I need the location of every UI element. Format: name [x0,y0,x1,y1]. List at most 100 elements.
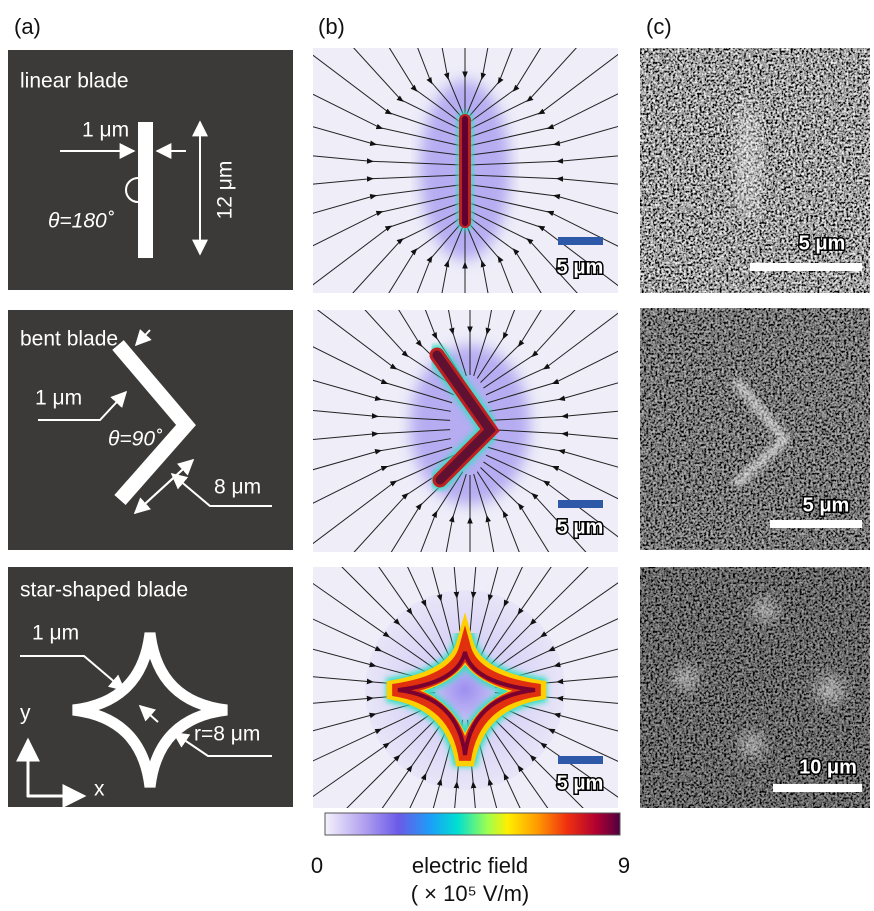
field-line [313,174,460,185]
field-line [483,310,576,389]
angle-arc [125,177,139,203]
scale-bar-label: 5 μm [557,772,604,794]
field-line [313,54,461,138]
colorbar [324,812,621,836]
field-line [381,714,449,808]
field-line [470,155,618,166]
field-panel [313,48,618,293]
field-line [407,567,453,664]
field-line [420,471,464,552]
field-line [409,716,453,808]
field-line [441,223,465,293]
field-line [465,48,489,117]
field-line [313,194,460,247]
arrow [138,704,159,723]
field-line [313,429,451,441]
field-line [483,461,587,552]
field-line [485,567,589,670]
width-label: 1 μm [35,387,82,410]
field-line [313,706,441,798]
row-title: linear blade [20,70,129,93]
field-line [470,184,618,215]
field-line [487,446,618,500]
scale-bar-label: 10 μm [799,756,857,778]
scale-bar [770,520,862,528]
arrow [134,329,152,347]
field-line [470,174,618,185]
axis-label: y [20,702,31,725]
scale-bar [558,756,603,764]
field-line [431,567,458,662]
field-line [313,126,460,156]
field-line [313,409,451,421]
field-line [470,125,618,156]
field-line [468,210,578,293]
field-line [313,379,451,412]
field-line [473,474,495,552]
field-line [487,350,618,404]
field-line [313,346,453,404]
field-line [467,48,542,124]
field-line [467,216,542,293]
field-line [468,48,577,130]
field-line [489,706,618,798]
field-line [388,216,463,293]
field-line [352,210,462,293]
width-label: 1 μm [32,622,79,645]
angle-label: θ=180˚ [48,210,115,233]
field-line [473,310,493,376]
field-line [313,184,460,214]
micrograph [640,48,870,293]
length-label: 8 μm [214,476,261,499]
scale-bar-label: 5 μm [803,494,850,516]
width-label: 1 μm [82,119,129,142]
field-line [313,454,455,545]
field-line [313,618,439,678]
field-line [485,312,618,396]
field-line [364,310,457,389]
field-line [316,310,455,396]
field-line [489,438,618,468]
scale-bar-label: 5 μm [799,232,846,254]
panel-label: (b) [318,14,345,39]
field-line [480,467,550,552]
arrow [134,458,195,514]
scale-bar-label: 5 μm [557,256,604,278]
field-line [489,582,618,674]
field-line [485,454,618,538]
field-line [476,471,520,552]
field-line [491,618,618,678]
field-line [489,429,618,440]
field-line [489,410,618,421]
arrow [170,472,272,507]
field-line [341,567,445,670]
field-line [441,48,465,117]
row-title: bent blade [20,328,118,351]
scale-bar [558,500,603,508]
micrograph [640,308,870,550]
field-line [480,310,542,383]
field-line [313,438,451,471]
row-title: star-shaped blade [20,579,188,602]
panel-label: (a) [14,14,41,39]
arrow [20,655,126,692]
field-line [481,567,552,666]
arrow [172,732,272,757]
scale-bar [558,237,603,245]
field-line [447,310,467,376]
field-line [477,567,523,664]
field-line [466,48,513,120]
field-line [476,310,516,379]
field-line [388,48,463,124]
colorbar-max: 9 [618,853,630,878]
colorbar-units: ( × 10⁵ V/m) [411,881,530,906]
field-line [466,220,514,293]
colorbar-label: electric field [412,853,528,878]
field-line [469,202,618,287]
angle-label: θ=90˚ [108,428,163,451]
radius-label: r=8 μm [194,723,260,746]
field-line [485,710,584,808]
arrow [38,390,128,421]
field-line [445,474,467,552]
